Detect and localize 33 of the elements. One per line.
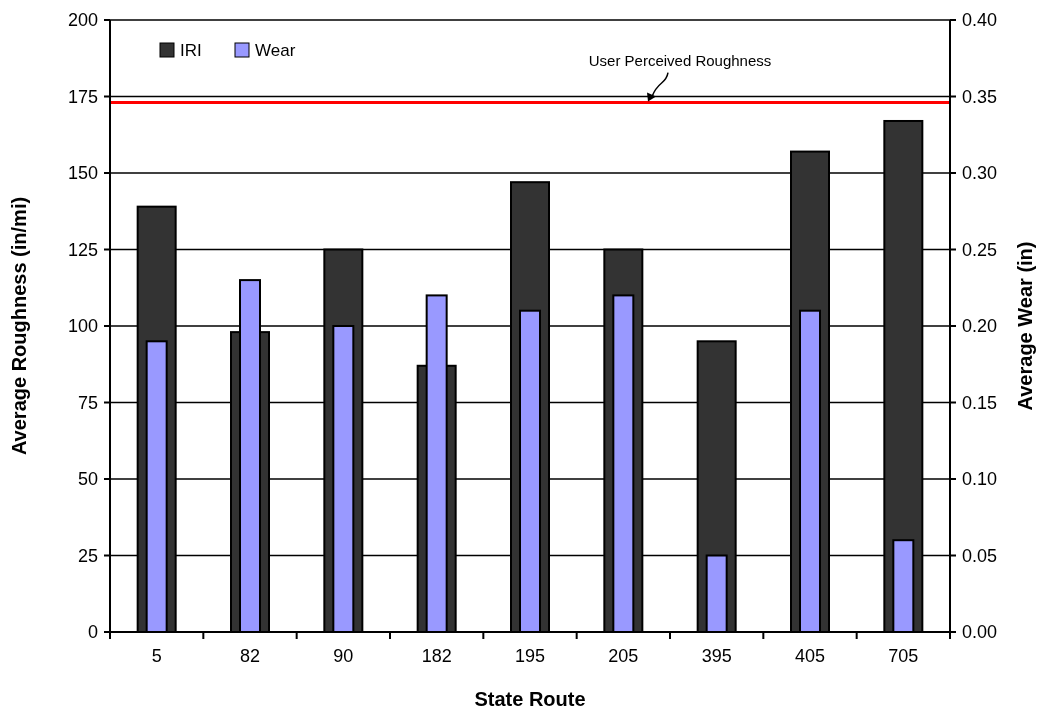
y-tick-label: 0 — [87, 622, 98, 643]
y2-tick-label: 0.15 — [962, 392, 998, 413]
x-tick-label: 90 — [333, 646, 354, 666]
x-tick-label: 82 — [239, 646, 261, 666]
y-tick-label: 75 — [77, 392, 98, 413]
y2-tick-label: 0.30 — [962, 163, 998, 184]
x-tick-label: 182 — [421, 646, 452, 666]
y-tick-label: 175 — [67, 86, 98, 107]
ref-line-label: User Perceived Roughness — [588, 51, 772, 69]
legend-label: IRI — [180, 40, 202, 60]
x-tick-label: 195 — [514, 646, 546, 666]
y-tick-label: 50 — [77, 469, 98, 490]
y-tick-label: 25 — [77, 545, 98, 566]
x-tick-label: 205 — [608, 646, 639, 666]
y2-tick-label: 0.00 — [962, 622, 998, 643]
x-tick-label: 395 — [701, 646, 732, 666]
y-tick-label: 150 — [67, 163, 98, 184]
y2-tick-label: 0.05 — [962, 545, 998, 566]
x-axis-title: State Route — [474, 688, 586, 710]
y-tick-label: 200 — [67, 10, 98, 31]
y2-tick-label: 0.35 — [962, 86, 998, 107]
x-tick-label: 705 — [888, 646, 919, 666]
y-tick-label: 100 — [67, 316, 98, 337]
y-axis-title: Average Roughness (in/mi) — [8, 196, 30, 456]
y2-tick-label: 0.40 — [962, 10, 998, 31]
y2-tick-label: 0.20 — [962, 316, 998, 337]
y2-tick-label: 0.25 — [962, 239, 998, 260]
y-tick-label: 125 — [67, 239, 98, 260]
x-tick-label: 405 — [794, 646, 826, 666]
legend-label: Wear — [255, 40, 296, 60]
y2-tick-label: 0.10 — [962, 469, 998, 490]
y2-axis-title: Average Wear (in) — [1014, 241, 1036, 411]
x-tick-label: 5 — [151, 646, 162, 666]
